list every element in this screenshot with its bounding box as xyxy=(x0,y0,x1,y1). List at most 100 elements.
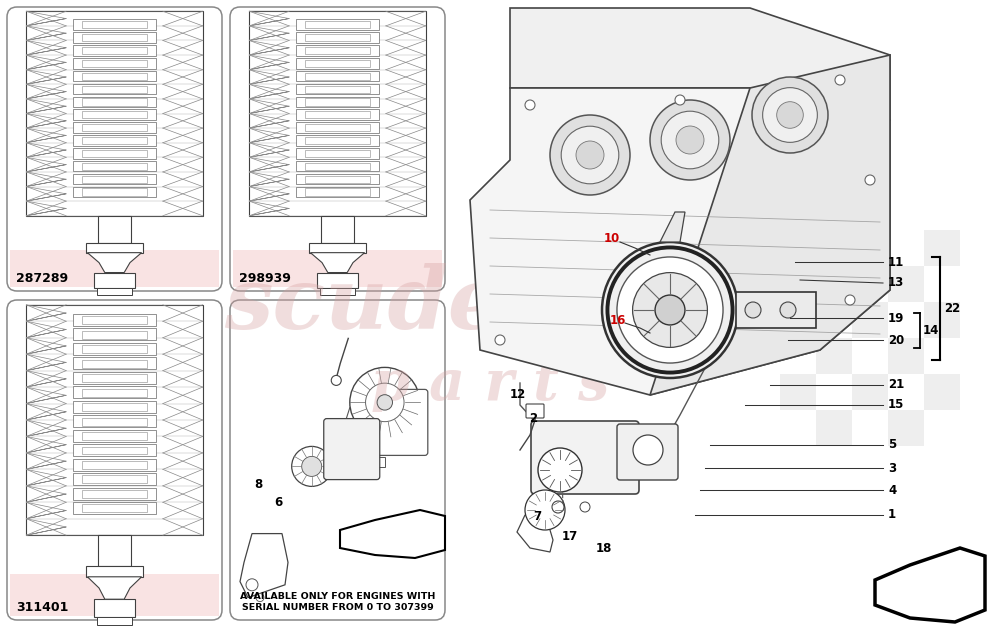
Bar xyxy=(780,230,816,266)
Bar xyxy=(82,176,147,183)
Bar xyxy=(73,122,156,133)
Circle shape xyxy=(377,395,392,410)
Bar xyxy=(97,617,132,625)
Bar xyxy=(82,505,147,512)
Bar xyxy=(852,302,888,338)
Polygon shape xyxy=(340,510,445,558)
Bar xyxy=(73,161,156,171)
Text: 22: 22 xyxy=(944,302,960,315)
Text: 6: 6 xyxy=(274,496,282,510)
Bar xyxy=(305,73,370,80)
Circle shape xyxy=(350,367,420,437)
Bar xyxy=(82,432,147,440)
Bar xyxy=(816,266,852,302)
Circle shape xyxy=(617,257,723,363)
Circle shape xyxy=(633,435,663,465)
Bar xyxy=(73,343,156,355)
Bar xyxy=(296,135,379,146)
Text: 298939: 298939 xyxy=(239,272,291,285)
Bar xyxy=(305,176,370,183)
Bar xyxy=(82,150,147,157)
Bar xyxy=(82,124,147,131)
FancyBboxPatch shape xyxy=(377,389,428,455)
Polygon shape xyxy=(87,253,142,273)
Bar xyxy=(73,502,156,514)
Bar xyxy=(82,331,147,339)
Bar xyxy=(296,96,379,107)
Polygon shape xyxy=(87,577,142,599)
Polygon shape xyxy=(875,548,985,622)
Bar xyxy=(73,71,156,81)
Bar xyxy=(296,45,379,55)
Text: 18: 18 xyxy=(596,542,612,554)
Bar xyxy=(852,230,888,266)
Text: 8: 8 xyxy=(254,479,262,491)
Circle shape xyxy=(650,100,730,180)
Polygon shape xyxy=(310,253,365,273)
Bar xyxy=(296,186,379,197)
Text: AVAILABLE ONLY FOR ENGINES WITH
SERIAL NUMBER FROM 0 TO 307399: AVAILABLE ONLY FOR ENGINES WITH SERIAL N… xyxy=(240,592,435,612)
Circle shape xyxy=(576,141,604,169)
Bar xyxy=(10,250,219,287)
Bar xyxy=(82,86,147,93)
Bar xyxy=(816,338,852,374)
Bar xyxy=(888,338,924,374)
Bar xyxy=(305,124,370,131)
Bar xyxy=(305,60,370,67)
Bar xyxy=(73,328,156,340)
Circle shape xyxy=(331,375,341,386)
Bar xyxy=(73,135,156,146)
Polygon shape xyxy=(240,534,288,598)
Text: 287289: 287289 xyxy=(16,272,68,285)
Bar xyxy=(94,273,135,288)
Circle shape xyxy=(525,100,535,110)
Text: 20: 20 xyxy=(888,333,904,347)
Bar xyxy=(73,415,156,427)
Circle shape xyxy=(292,447,332,486)
Circle shape xyxy=(550,115,630,195)
Bar xyxy=(73,174,156,184)
Bar xyxy=(82,21,147,28)
Bar xyxy=(305,163,370,170)
Bar xyxy=(73,488,156,500)
Bar xyxy=(73,32,156,43)
Text: p a r t s: p a r t s xyxy=(371,357,609,413)
Bar xyxy=(73,45,156,55)
Bar xyxy=(924,230,960,266)
Circle shape xyxy=(777,101,803,129)
Bar xyxy=(73,96,156,107)
Bar xyxy=(296,122,379,133)
Polygon shape xyxy=(510,8,890,120)
Bar xyxy=(94,599,135,617)
Circle shape xyxy=(763,88,817,142)
Bar xyxy=(296,58,379,69)
Polygon shape xyxy=(470,88,890,395)
Circle shape xyxy=(845,295,855,305)
Bar xyxy=(73,430,156,442)
Bar xyxy=(82,112,147,118)
Bar xyxy=(305,86,370,93)
Text: 16: 16 xyxy=(610,314,626,326)
Bar xyxy=(296,71,379,81)
Bar xyxy=(296,32,379,43)
Circle shape xyxy=(675,95,685,105)
Circle shape xyxy=(602,242,738,378)
Text: scuderia: scuderia xyxy=(224,263,636,346)
Bar xyxy=(309,243,366,253)
Bar xyxy=(780,374,816,410)
Circle shape xyxy=(246,579,258,591)
Bar xyxy=(82,490,147,498)
Text: 17: 17 xyxy=(562,529,578,542)
Bar xyxy=(82,360,147,367)
Bar xyxy=(73,186,156,197)
Bar xyxy=(888,266,924,302)
Circle shape xyxy=(633,273,707,347)
Bar xyxy=(73,372,156,384)
Circle shape xyxy=(561,126,619,184)
Bar xyxy=(736,292,816,328)
Bar xyxy=(73,473,156,485)
Text: 10: 10 xyxy=(604,231,620,244)
Bar xyxy=(82,98,147,106)
Bar xyxy=(852,374,888,410)
Bar xyxy=(296,161,379,171)
